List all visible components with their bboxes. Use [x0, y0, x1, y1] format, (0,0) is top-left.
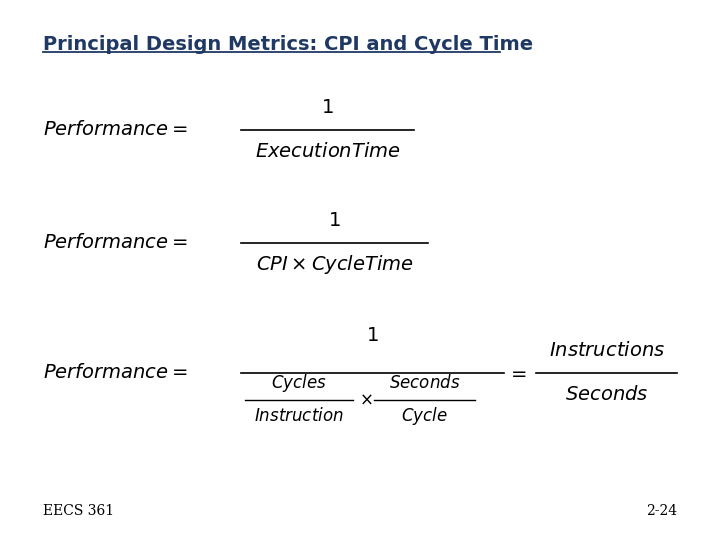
Text: $1$: $1$: [321, 99, 334, 117]
Text: $\mathit{Cycles}$: $\mathit{Cycles}$: [271, 373, 327, 394]
Text: $\mathit{Performance} =$: $\mathit{Performance} =$: [43, 120, 188, 139]
Text: $\mathit{Performance} =$: $\mathit{Performance} =$: [43, 363, 188, 382]
Text: $\mathit{Instructions}$: $\mathit{Instructions}$: [549, 341, 665, 361]
Text: $=$: $=$: [507, 363, 527, 382]
Text: $\mathit{Seconds}$: $\mathit{Seconds}$: [565, 384, 648, 404]
Text: $\times$: $\times$: [359, 391, 372, 408]
Text: $\mathit{ExecutionTime}$: $\mathit{ExecutionTime}$: [255, 141, 400, 161]
Text: $\mathit{Cycle}$: $\mathit{Cycle}$: [402, 405, 448, 427]
Text: $\mathit{Seconds}$: $\mathit{Seconds}$: [389, 374, 461, 393]
Text: $\mathit{Instruction}$: $\mathit{Instruction}$: [254, 407, 343, 425]
Text: EECS 361: EECS 361: [43, 504, 114, 518]
Text: Principal Design Metrics: CPI and Cycle Time: Principal Design Metrics: CPI and Cycle …: [43, 35, 534, 54]
Text: $\mathit{CPI} \times \mathit{CycleTime}$: $\mathit{CPI} \times \mathit{CycleTime}$: [256, 253, 414, 276]
Text: $1$: $1$: [328, 212, 341, 231]
Text: $1$: $1$: [366, 327, 379, 345]
Text: $\mathit{Performance} =$: $\mathit{Performance} =$: [43, 233, 188, 253]
Text: 2-24: 2-24: [646, 504, 677, 518]
